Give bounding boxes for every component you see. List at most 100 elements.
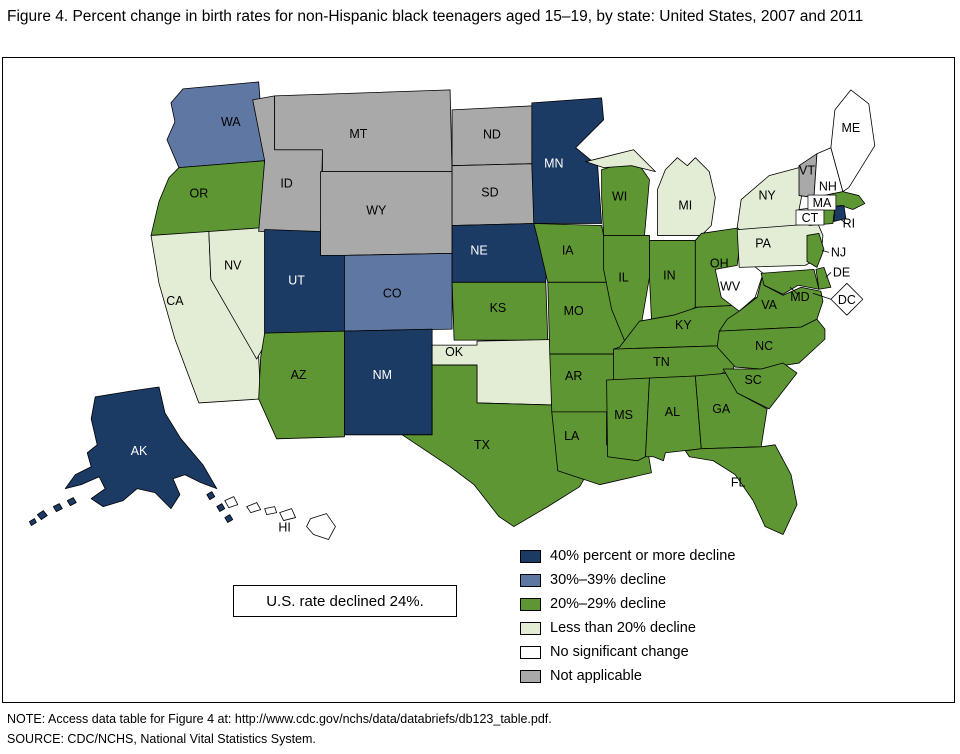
state-HI bbox=[224, 496, 239, 509]
state-CO bbox=[344, 252, 453, 332]
state-MI bbox=[585, 149, 656, 173]
leader-line bbox=[821, 250, 830, 253]
state-label-PA: PA bbox=[755, 236, 771, 250]
state-label-RI: RI bbox=[843, 216, 855, 230]
state-label-VA: VA bbox=[761, 298, 777, 312]
legend-label: 30%–39% decline bbox=[550, 572, 667, 588]
legend-item-noChange: No significant change bbox=[520, 640, 735, 664]
state-AK bbox=[28, 518, 37, 526]
state-label-IA: IA bbox=[562, 243, 574, 257]
state-AK bbox=[36, 510, 48, 520]
state-label-NH: NH bbox=[819, 180, 837, 194]
state-label-HI: HI bbox=[278, 521, 290, 535]
state-label-MI: MI bbox=[678, 199, 692, 213]
state-label-AR: AR bbox=[565, 369, 582, 383]
leader-line bbox=[825, 272, 832, 278]
state-label-DE: DE bbox=[833, 265, 850, 279]
legend-label: Not applicable bbox=[550, 668, 642, 684]
state-AK bbox=[224, 514, 234, 523]
state-label-MD: MD bbox=[790, 290, 809, 304]
legend-label: 20%–29% decline bbox=[550, 596, 667, 612]
state-NV bbox=[208, 227, 266, 360]
state-SC bbox=[722, 362, 798, 410]
legend-label: 40% percent or more decline bbox=[550, 548, 736, 564]
state-label-MA: MA bbox=[813, 196, 832, 210]
state-label-UT: UT bbox=[288, 273, 305, 287]
state-label-DC: DC bbox=[838, 293, 856, 307]
state-label-OR: OR bbox=[190, 187, 209, 201]
state-WA bbox=[166, 81, 266, 169]
legend-item-decline20to29: 20%–29% decline bbox=[520, 592, 735, 616]
legend-item-declineLt20: Less than 20% decline bbox=[520, 616, 735, 640]
state-label-KY: KY bbox=[675, 318, 692, 332]
state-NJ bbox=[806, 233, 825, 268]
state-label-WI: WI bbox=[612, 190, 627, 204]
state-HI bbox=[246, 502, 262, 513]
state-label-MN: MN bbox=[544, 157, 563, 171]
state-label-NJ: NJ bbox=[831, 245, 846, 259]
state-TX bbox=[401, 364, 599, 527]
state-label-ME: ME bbox=[841, 121, 860, 135]
state-NE bbox=[451, 223, 549, 283]
state-HI bbox=[306, 513, 336, 540]
state-HI bbox=[279, 508, 296, 521]
state-AZ bbox=[258, 330, 345, 440]
state-label-MO: MO bbox=[564, 304, 584, 318]
state-label-CA: CA bbox=[166, 294, 184, 308]
legend-item-notApplicable: Not applicable bbox=[520, 664, 735, 688]
state-label-GA: GA bbox=[712, 402, 731, 416]
legend-swatch bbox=[520, 669, 541, 683]
state-label-SD: SD bbox=[481, 186, 498, 200]
state-label-WY: WY bbox=[366, 204, 387, 218]
state-MS bbox=[606, 377, 650, 462]
state-label-NE: NE bbox=[470, 243, 487, 257]
leader-line bbox=[812, 292, 832, 300]
state-AK bbox=[206, 491, 216, 501]
state-MD bbox=[760, 268, 820, 295]
state-AK bbox=[216, 503, 226, 512]
state-label-FL: FL bbox=[731, 476, 746, 490]
legend-swatch bbox=[520, 621, 541, 635]
state-DC bbox=[830, 282, 864, 316]
state-AK bbox=[64, 386, 218, 509]
state-label-NM: NM bbox=[373, 368, 392, 382]
state-DE bbox=[815, 266, 832, 290]
state-LA bbox=[551, 411, 652, 486]
legend-label: No significant change bbox=[550, 644, 689, 660]
state-label-AZ: AZ bbox=[291, 368, 307, 382]
legend-swatch bbox=[520, 573, 541, 587]
state-label-VT: VT bbox=[799, 164, 815, 178]
us-rate-annotation: U.S. rate declined 24%. bbox=[233, 585, 457, 617]
legend-swatch bbox=[520, 549, 541, 563]
state-label-NV: NV bbox=[224, 258, 242, 272]
state-label-IN: IN bbox=[663, 268, 675, 282]
figure-title: Figure 4. Percent change in birth rates … bbox=[7, 8, 864, 25]
map-panel: WA OR CA NV ID MT WY UT CO AZ NM ND SD NE KS OK TX MN IA MO… bbox=[2, 57, 955, 703]
state-label-TX: TX bbox=[474, 438, 491, 452]
state-label-MS: MS bbox=[614, 408, 633, 422]
state-MI bbox=[657, 157, 716, 236]
state-RI bbox=[833, 205, 847, 222]
label-chip-CT bbox=[795, 209, 825, 226]
state-label-KS: KS bbox=[490, 301, 507, 315]
state-label-AK: AK bbox=[131, 444, 148, 458]
state-label-AL: AL bbox=[665, 405, 680, 419]
leader-line bbox=[840, 219, 847, 224]
state-label-NY: NY bbox=[758, 189, 776, 203]
state-label-SC: SC bbox=[744, 373, 761, 387]
us-map-svg: WA OR CA NV ID MT WY UT CO AZ NM ND SD NE KS OK TX MN IA MO… bbox=[28, 81, 876, 540]
state-AK bbox=[66, 497, 77, 507]
state-label-OH: OH bbox=[710, 256, 729, 270]
state-label-WV: WV bbox=[720, 279, 741, 293]
state-label-IL: IL bbox=[618, 270, 628, 284]
legend-item-decline40plus: 40% percent or more decline bbox=[520, 544, 735, 568]
leader-line bbox=[789, 286, 799, 295]
state-label-NC: NC bbox=[755, 339, 773, 353]
state-label-CO: CO bbox=[383, 286, 402, 300]
legend-swatch bbox=[520, 597, 541, 611]
state-label-WA: WA bbox=[221, 115, 241, 129]
state-HI bbox=[264, 506, 278, 515]
state-label-TN: TN bbox=[653, 355, 670, 369]
legend-swatch bbox=[520, 645, 541, 659]
state-label-CT: CT bbox=[802, 211, 819, 225]
